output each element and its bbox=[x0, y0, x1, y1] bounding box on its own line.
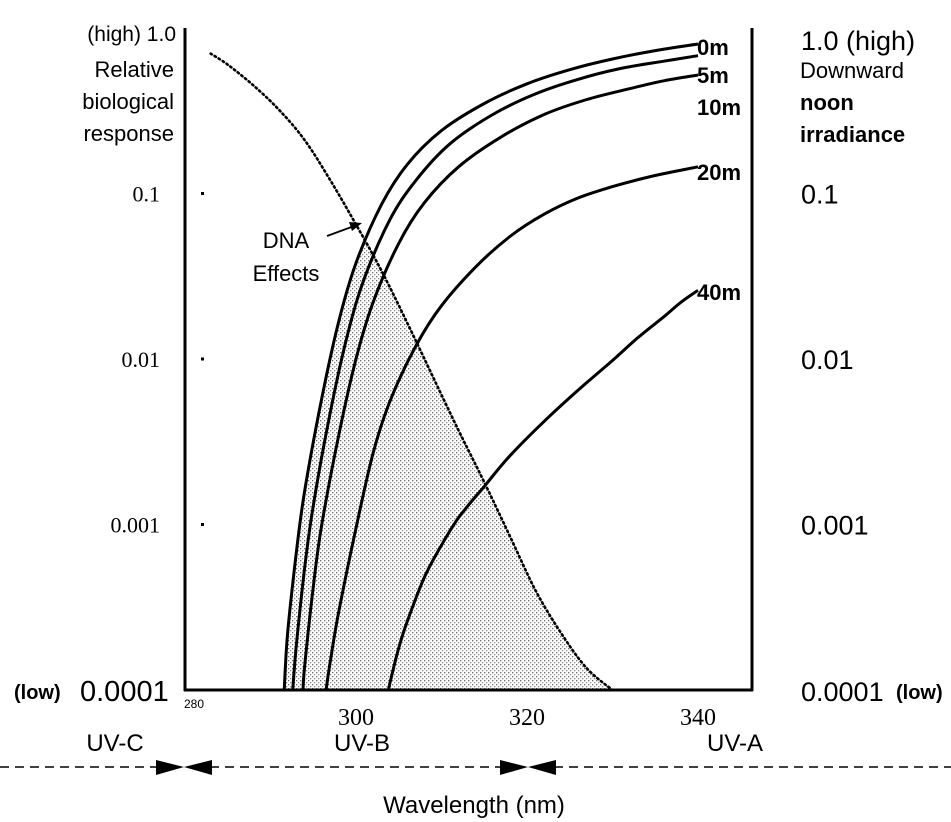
left-tick-label-0.1: 0.1 bbox=[133, 182, 161, 207]
x-tick-label-280: 280 bbox=[184, 697, 204, 711]
right-tick-label-0.01: 0.01 bbox=[801, 345, 854, 375]
left-axis-title-line-1: Relative bbox=[95, 57, 174, 82]
shaded-overlap-region bbox=[284, 241, 613, 690]
left-tick-mark-0.1 bbox=[201, 192, 204, 195]
irradiance-line-0m bbox=[282, 42, 699, 691]
right-axis-title-line-3: irradiance bbox=[800, 122, 905, 147]
band-divider bbox=[0, 760, 951, 775]
band-label-uva: UV-A bbox=[707, 730, 763, 757]
right-axis-low-label: (low) bbox=[896, 682, 943, 704]
left-axis-title-line-3: response bbox=[83, 121, 174, 146]
series-label-5m: 5m bbox=[697, 63, 729, 88]
series-label-10m: 10m bbox=[697, 95, 741, 120]
left-tick-label-0.01: 0.01 bbox=[122, 347, 161, 372]
left-axis-low-label: (low) bbox=[14, 682, 61, 704]
irradiance-line-5m bbox=[291, 54, 699, 691]
left-axis-top-label: (high) 1.0 bbox=[87, 23, 176, 46]
left-axis-bottom-value: 0.0001 bbox=[80, 676, 169, 708]
series-label-0m: 0m bbox=[697, 35, 729, 60]
left-tick-label-0.001: 0.001 bbox=[111, 513, 161, 538]
right-axis-title-line-2: noon bbox=[800, 90, 854, 115]
uvc-uvb-boundary-marker bbox=[156, 760, 184, 775]
left-axis-title-line-2: biological bbox=[82, 89, 174, 114]
dna-effects-label-line-2: Effects bbox=[253, 261, 320, 286]
right-tick-label-0.001: 0.001 bbox=[801, 511, 869, 541]
left-tick-mark-0.01 bbox=[201, 357, 204, 361]
x-tick-label-320: 320 bbox=[509, 705, 545, 731]
right-tick-label-0.1: 0.1 bbox=[801, 180, 839, 210]
band-label-uvb: UV-B bbox=[334, 730, 390, 757]
dna-effects-arrow bbox=[326, 222, 362, 237]
series-label-20m: 20m bbox=[697, 160, 741, 185]
irradiance-line-20m bbox=[324, 165, 699, 691]
irradiance-line-10m bbox=[301, 73, 699, 691]
dna-effects-label-line-1: DNA bbox=[263, 228, 310, 253]
uvb-uva-boundary-marker bbox=[500, 760, 528, 775]
x-tick-label-300: 300 bbox=[338, 705, 374, 731]
right-axis-title-line-1: Downward bbox=[800, 58, 904, 83]
x-tick-label-340: 340 bbox=[680, 705, 716, 731]
right-axis-top-label: 1.0 (high) bbox=[801, 26, 915, 56]
right-axis-bottom-value: 0.0001 bbox=[801, 677, 884, 707]
x-axis-title: Wavelength (nm) bbox=[383, 792, 565, 819]
irradiance-line-40m bbox=[387, 289, 699, 691]
left-tick-mark-0.001 bbox=[201, 523, 204, 526]
dna-action-spectrum-line bbox=[209, 52, 614, 692]
band-label-uvc: UV-C bbox=[86, 730, 143, 757]
series-label-40m: 40m bbox=[697, 280, 741, 305]
